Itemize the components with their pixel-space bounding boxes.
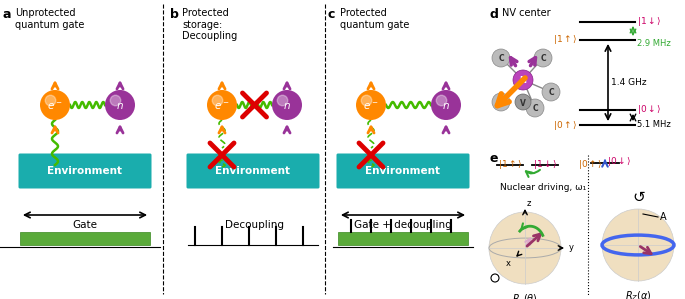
Text: Environment: Environment [216,166,290,176]
Text: Decoupling: Decoupling [225,220,284,230]
Text: Protected
storage:
Decoupling: Protected storage: Decoupling [182,8,237,41]
Text: $R_x(\theta)$: $R_x(\theta)$ [512,292,538,299]
Circle shape [356,90,386,120]
FancyBboxPatch shape [186,153,319,188]
Text: a: a [3,8,12,21]
Text: $|0{\uparrow}\rangle$: $|0{\uparrow}\rangle$ [553,118,578,132]
Text: Nuclear driving, ω₁: Nuclear driving, ω₁ [500,183,586,192]
Text: $|1{\uparrow}\rangle$: $|1{\uparrow}\rangle$ [498,158,522,171]
Text: N: N [519,76,527,85]
Text: $e^-$: $e^-$ [214,100,229,112]
Text: y: y [569,243,574,252]
Circle shape [492,49,510,67]
Text: $e^-$: $e^-$ [47,100,63,112]
Text: x: x [506,260,510,269]
Circle shape [492,93,510,111]
FancyBboxPatch shape [18,153,151,188]
Text: $|1{\downarrow}\rangle$: $|1{\downarrow}\rangle$ [533,158,558,171]
Text: C: C [498,54,503,63]
Text: V: V [520,98,526,108]
Circle shape [277,95,288,106]
Bar [338,232,468,245]
Text: 2.9 MHz: 2.9 MHz [637,39,671,48]
Bar [20,232,150,245]
Text: $n$: $n$ [442,101,450,111]
Text: Gate: Gate [73,220,97,230]
Text: C: C [532,104,538,113]
Text: A: A [660,212,667,222]
Text: C: C [548,88,553,97]
Text: C: C [540,54,546,63]
Text: 5.1 MHz: 5.1 MHz [637,120,671,129]
Text: $e^-$: $e^-$ [363,100,379,112]
Text: Protected
quantum gate: Protected quantum gate [340,8,410,30]
Text: $|0{\downarrow}\rangle$: $|0{\downarrow}\rangle$ [637,103,662,117]
Text: Gate + decoupling: Gate + decoupling [354,220,452,230]
Text: $R_Z(\alpha)$: $R_Z(\alpha)$ [625,289,651,299]
Text: $n$: $n$ [283,101,291,111]
Text: 1.4 GHz: 1.4 GHz [611,78,647,87]
Text: b: b [170,8,179,21]
Text: $\circlearrowleft$: $\circlearrowleft$ [630,190,646,205]
Text: $|0{\downarrow}\rangle$: $|0{\downarrow}\rangle$ [607,155,632,168]
Circle shape [207,90,237,120]
Circle shape [105,90,135,120]
Circle shape [534,49,552,67]
Circle shape [40,90,70,120]
Circle shape [436,95,447,106]
Text: Unprotected
quantum gate: Unprotected quantum gate [15,8,84,30]
Circle shape [45,95,55,106]
Text: $|0{\uparrow}\rangle$: $|0{\uparrow}\rangle$ [579,158,603,171]
Circle shape [272,90,302,120]
Circle shape [526,99,544,117]
Ellipse shape [602,209,674,281]
Text: c: c [328,8,336,21]
Circle shape [212,95,223,106]
Text: C: C [498,98,503,107]
Circle shape [431,90,461,120]
Text: z: z [527,199,532,208]
Text: $|1{\uparrow}\rangle$: $|1{\uparrow}\rangle$ [553,33,578,47]
Text: $n$: $n$ [116,101,124,111]
Circle shape [542,83,560,101]
Text: e: e [490,152,499,165]
Circle shape [515,94,531,110]
Text: NV center: NV center [502,8,551,18]
Circle shape [513,70,533,90]
Text: Environment: Environment [366,166,440,176]
FancyBboxPatch shape [336,153,469,188]
Text: $|1{\downarrow}\rangle$: $|1{\downarrow}\rangle$ [637,16,662,28]
Text: d: d [490,8,499,21]
Text: Environment: Environment [47,166,123,176]
Circle shape [361,95,372,106]
Ellipse shape [489,212,561,284]
Circle shape [110,95,121,106]
